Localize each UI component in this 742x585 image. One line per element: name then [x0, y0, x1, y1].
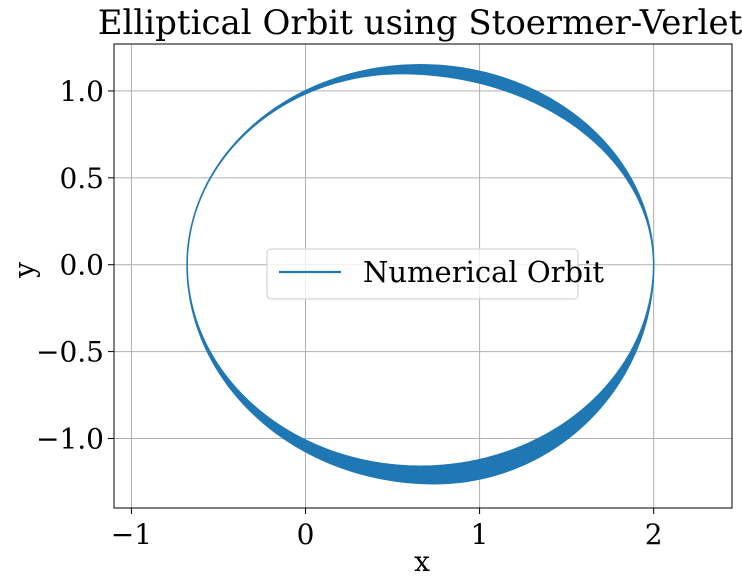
y-tick-label: 1.0 [59, 75, 104, 108]
x-tick-label: 2 [645, 518, 663, 551]
x-axis-label: x [414, 545, 430, 578]
legend-entry-numerical-orbit: Numerical Orbit [363, 255, 604, 289]
y-tick-label: 0.0 [59, 249, 104, 282]
y-tick-label: 0.5 [59, 162, 104, 195]
x-tick-label: 0 [297, 518, 315, 551]
x-tick-label: 1 [471, 518, 489, 551]
orbit-band [186, 64, 655, 485]
y-tick-label: −1.0 [36, 422, 104, 455]
legend-box [266, 248, 579, 300]
orbit-series [186, 64, 655, 485]
chart-title: Elliptical Orbit using Stoermer-Verlet [98, 3, 742, 43]
y-axis-label: y [8, 262, 41, 279]
x-tick-label: −1 [111, 518, 152, 551]
legend: Numerical Orbit [266, 248, 604, 300]
grid-lines [114, 44, 732, 508]
y-tick-label: −0.5 [36, 336, 104, 369]
plot-frame [113, 43, 733, 509]
axis-ticks: −1 0 1 2 −1.0 −0.5 0.0 0.5 1.0 [36, 75, 663, 551]
